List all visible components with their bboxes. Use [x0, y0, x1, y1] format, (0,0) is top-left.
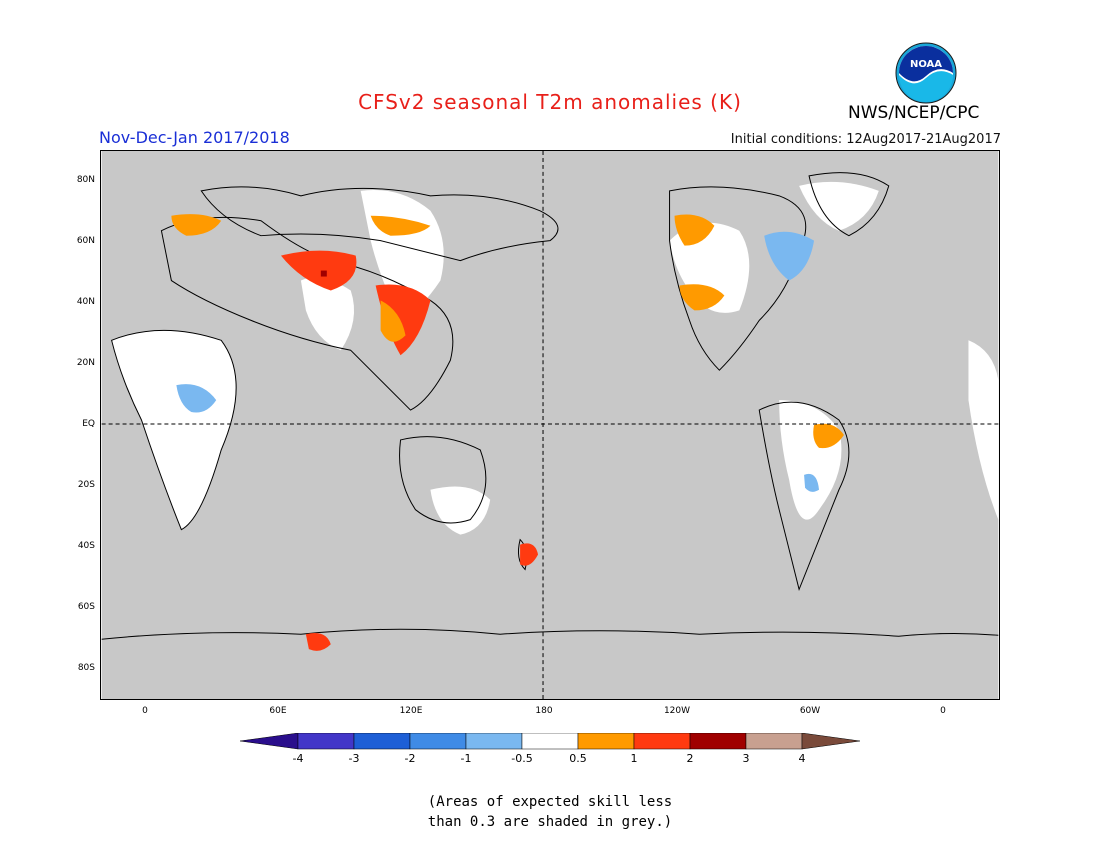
lon-label: 0	[940, 706, 946, 716]
lat-label: 60S	[77, 602, 95, 612]
colorbar-segment	[801, 733, 861, 750]
anomaly-map	[100, 150, 1000, 700]
logo-text: NOAA	[910, 59, 942, 70]
colorbar-label: -3	[348, 752, 360, 765]
colorbar-label: -1	[460, 752, 472, 765]
lat-label: 60N	[76, 236, 95, 246]
lat-label: EQ	[82, 419, 95, 429]
colorbar-segment	[353, 733, 411, 750]
lon-label: 120W	[663, 706, 691, 716]
colorbar-segment	[689, 733, 747, 750]
lat-label: 80N	[76, 175, 95, 185]
forecast-period: Nov-Dec-Jan 2017/2018	[99, 128, 290, 147]
lon-label: 60E	[269, 706, 287, 716]
lon-label: 120E	[399, 706, 423, 716]
colorbar	[240, 733, 861, 750]
coastlines	[101, 172, 999, 640]
colorbar-label: 0.5	[569, 752, 587, 765]
colorbar-segment	[633, 733, 691, 750]
lon-label: 60W	[799, 706, 821, 716]
initial-conditions: Initial conditions: 12Aug2017-21Aug2017	[730, 132, 1001, 147]
colorbar-segment	[465, 733, 523, 750]
colorbar-label: -2	[404, 752, 416, 765]
footnote: (Areas of expected skill less than 0.3 a…	[0, 792, 1100, 832]
lat-label: 20S	[77, 480, 95, 490]
colorbar-segment	[745, 733, 803, 750]
colorbar-segment	[297, 733, 355, 750]
colorbar-segment	[409, 733, 467, 750]
lon-label: 0	[142, 706, 148, 716]
colorbar-label: -4	[292, 752, 304, 765]
footnote-line: than 0.3 are shaded in grey.)	[427, 814, 673, 830]
lat-label: 40S	[77, 541, 95, 551]
chart-title: CFSv2 seasonal T2m anomalies (K)	[358, 90, 742, 114]
agency-label: NWS/NCEP/CPC	[848, 103, 980, 123]
colorbar-label: -0.5	[511, 752, 533, 765]
cold-anomaly-patches	[176, 231, 820, 492]
lon-label: 180	[535, 706, 553, 716]
colorbar-label: 2	[686, 752, 694, 765]
colorbar-label: 1	[630, 752, 638, 765]
warm-anomaly-patches	[171, 214, 844, 651]
lat-label: 80S	[77, 663, 95, 673]
colorbar-segment	[240, 733, 299, 750]
footnote-line: (Areas of expected skill less	[427, 794, 673, 810]
noaa-logo-icon: NOAA	[895, 42, 957, 104]
colorbar-segment	[577, 733, 635, 750]
skill-grey-background	[101, 151, 999, 699]
colorbar-label: 4	[798, 752, 806, 765]
colorbar-segment	[521, 733, 579, 750]
colorbar-label: 3	[742, 752, 750, 765]
lat-label: 20N	[76, 358, 95, 368]
lat-label: 40N	[76, 297, 95, 307]
